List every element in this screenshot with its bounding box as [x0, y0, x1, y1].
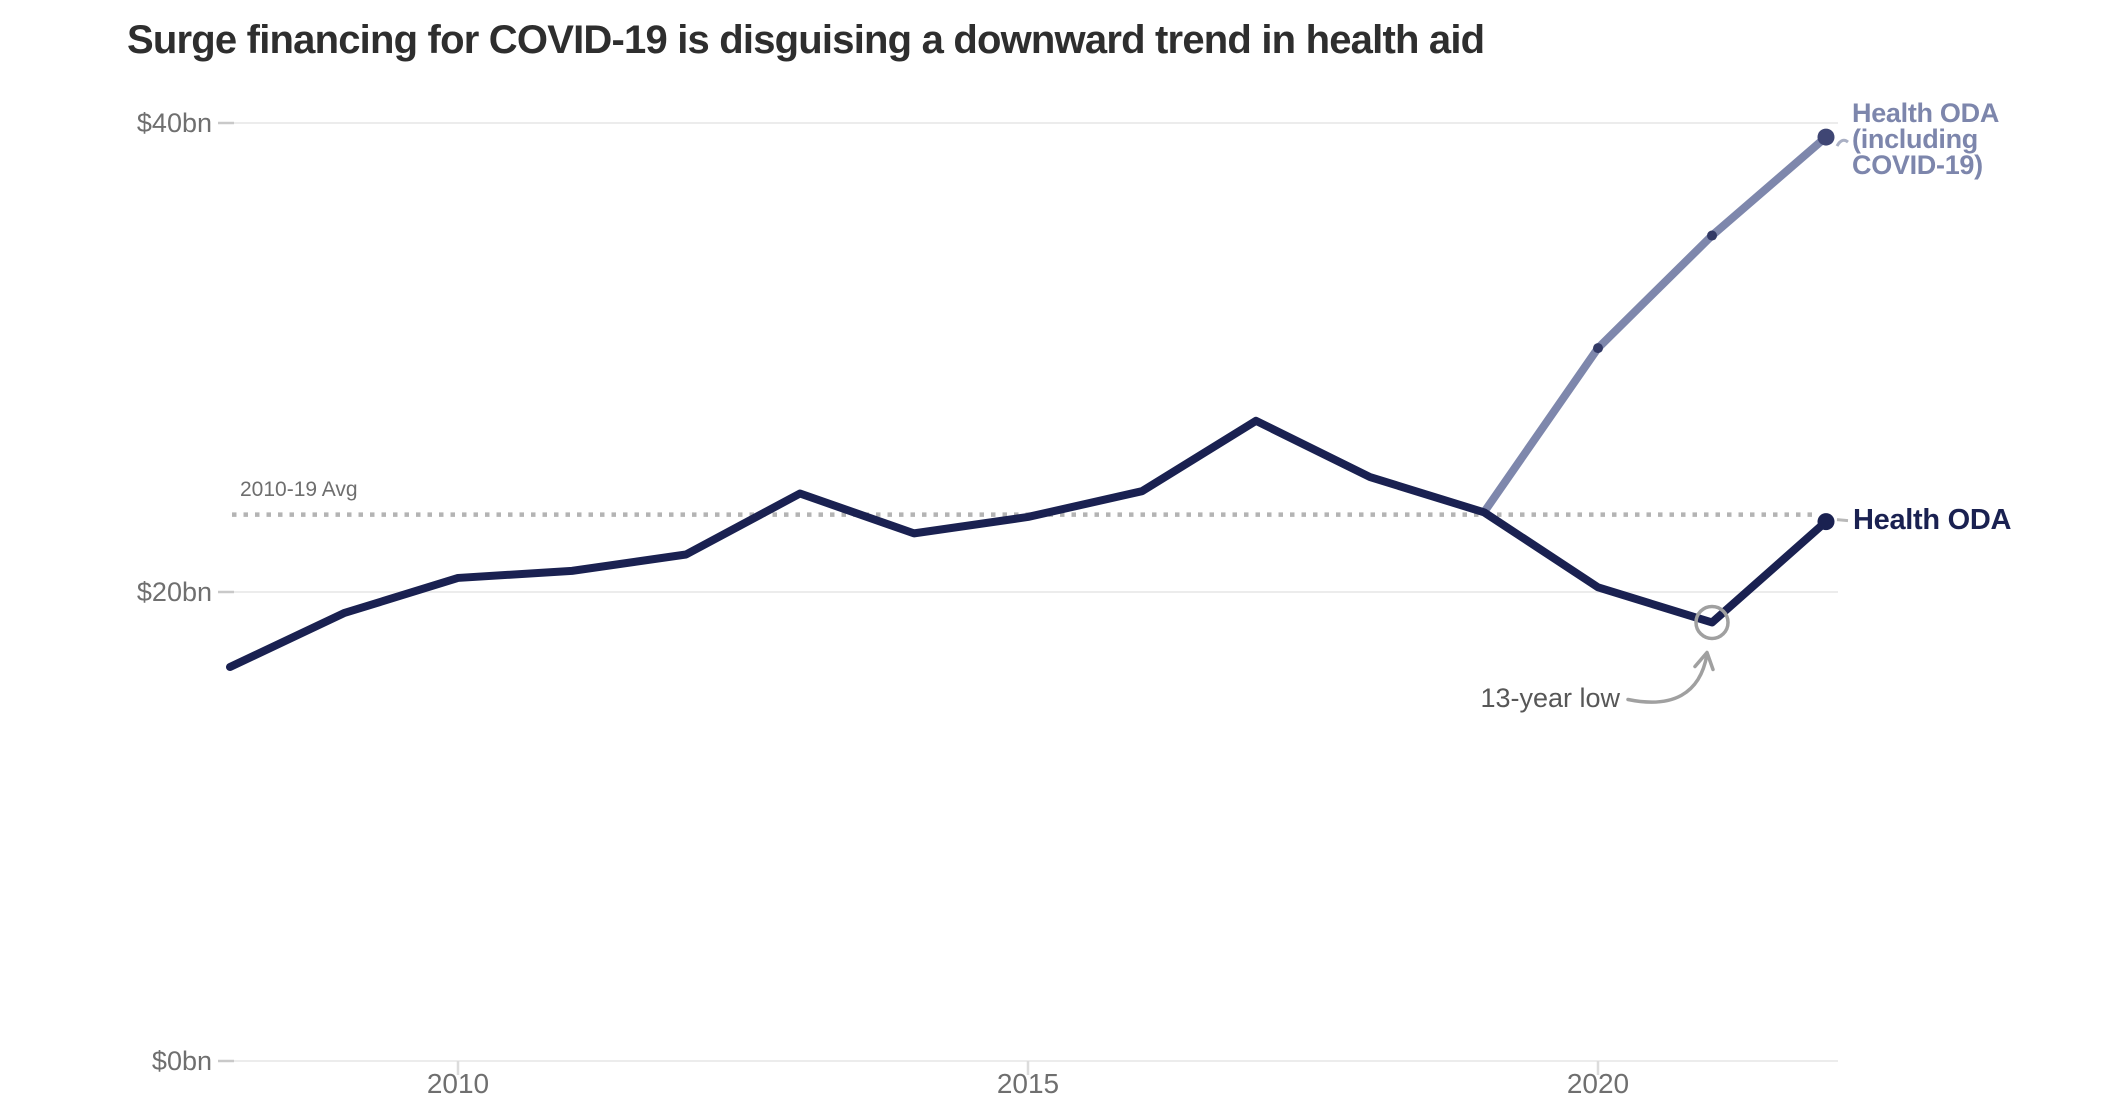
covid-marker-2022	[1817, 128, 1835, 146]
annotation-arrowhead	[1693, 650, 1715, 672]
page-title: Surge financing for COVID-19 is disguisi…	[127, 18, 1485, 62]
covid-line	[1480, 133, 1830, 517]
y-axis-label-0bn: $0bn	[151, 1046, 212, 1076]
covid-label-connector	[1835, 138, 1849, 147]
covid-marker-2021	[1707, 230, 1717, 241]
health-oda-line	[226, 416, 1830, 672]
covid-series-label: Health ODA (including COVID-19)	[1852, 98, 2000, 180]
health-oda-label-connector	[1836, 518, 1849, 523]
y-axis-label-20bn: $20bn	[136, 577, 212, 607]
covid-series-label-line2: (including	[1852, 124, 1978, 154]
y-axis-label-40bn: $40bn	[136, 108, 212, 138]
annotation-arrow	[1626, 652, 1709, 704]
covid-marker-2020	[1593, 343, 1603, 354]
average-reference-label: 2010-19 Avg	[240, 478, 358, 501]
x-axis-label-2015: 2015	[996, 1068, 1060, 1099]
x-axis-label-2020: 2020	[1566, 1068, 1630, 1099]
health-oda-series-label: Health ODA	[1853, 504, 2012, 536]
covid-series-label-line1: Health ODA	[1852, 98, 2000, 128]
thirteen-year-low-label: 13-year low	[1480, 683, 1620, 713]
covid-series-label-line3: COVID-19)	[1852, 150, 1983, 180]
annotation-circle	[1694, 604, 1730, 641]
x-axis-label-2010: 2010	[426, 1068, 490, 1099]
health-oda-marker-2022	[1817, 513, 1835, 531]
